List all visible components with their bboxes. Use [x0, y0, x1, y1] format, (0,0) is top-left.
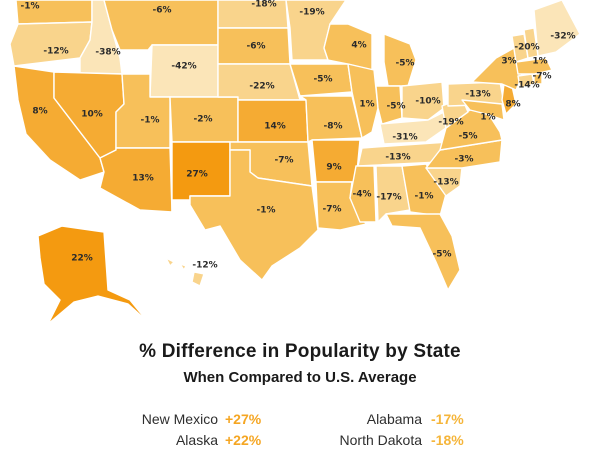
state-label-massachusetts: 1% — [532, 57, 547, 67]
state-label-hawaii: -12% — [192, 261, 217, 271]
state-label-ohio: -10% — [415, 97, 440, 107]
state-label-michigan: -5% — [395, 59, 414, 69]
state-texas — [189, 149, 319, 281]
state-louisiana — [315, 181, 367, 231]
state-label-virginia: -5% — [458, 132, 477, 142]
state-label-florida: -5% — [432, 250, 451, 260]
state-label-texas: -1% — [256, 206, 275, 216]
state-label-mississippi: -4% — [352, 190, 371, 200]
state-massachusetts — [515, 57, 553, 75]
state-label-colorado: -2% — [193, 115, 212, 125]
state-arizona — [99, 147, 173, 213]
state-label-oklahoma: -7% — [274, 156, 293, 166]
state-label-california: 8% — [32, 107, 47, 117]
state-label-north-carolina: -3% — [454, 155, 473, 165]
legend-value: +27% — [225, 411, 262, 427]
state-hawaii — [165, 257, 205, 287]
state-rhode-island — [533, 73, 543, 85]
state-label-tennessee: -13% — [385, 153, 410, 163]
state-florida — [385, 213, 461, 291]
map-title: % Difference in Popularity by State — [139, 341, 461, 362]
state-label-alaska: 22% — [71, 254, 93, 264]
state-maine — [533, 0, 581, 57]
state-label-new-york: 3% — [501, 57, 516, 67]
state-label-vermont: -20% — [514, 43, 539, 53]
state-missouri — [299, 95, 363, 143]
legend-state: North Dakota — [339, 432, 422, 448]
legend-value: -17% — [431, 411, 464, 427]
state-label-minnesota: -19% — [299, 8, 324, 18]
state-label-new-jersey: 8% — [505, 100, 520, 110]
state-maryland — [461, 99, 505, 121]
state-label-west-virginia: -19% — [438, 118, 463, 128]
legend-value: -18% — [431, 432, 464, 448]
state-label-wyoming: -42% — [171, 62, 196, 72]
state-label-arkansas: 9% — [326, 163, 341, 173]
state-label-north-dakota: -18% — [251, 0, 276, 10]
state-label-south-dakota: -6% — [246, 42, 265, 52]
state-label-pennsylvania: -13% — [465, 90, 490, 100]
state-label-indiana: -5% — [386, 102, 405, 112]
state-label-montana: -6% — [152, 6, 171, 16]
state-label-alabama: -17% — [376, 193, 401, 203]
state-labels: -1% -12% 8% -38% 10% -6% -42% -1% 13% -2% 27% -18% -… — [20, 0, 575, 271]
state-label-wisconsin: 4% — [351, 41, 366, 51]
state-georgia — [401, 163, 447, 217]
state-label-illinois: 1% — [359, 100, 374, 110]
state-alaska — [37, 225, 149, 325]
state-label-new-mexico: 27% — [186, 170, 208, 180]
state-label-iowa: -5% — [313, 75, 332, 85]
state-label-maine: -32% — [550, 32, 575, 42]
state-label-rhode-island: -7% — [532, 72, 551, 82]
state-label-washington: -1% — [20, 2, 39, 12]
map-subtitle: When Compared to U.S. Average — [183, 369, 417, 386]
state-label-oregon: -12% — [43, 47, 68, 57]
state-label-connecticut: -14% — [514, 81, 539, 91]
state-label-missouri: -8% — [323, 122, 342, 132]
state-label-maryland: 1% — [480, 113, 495, 123]
state-label-utah: -1% — [140, 116, 159, 126]
legend-value: +22% — [225, 432, 262, 448]
state-label-kentucky: -31% — [392, 133, 417, 143]
state-alabama — [375, 165, 411, 223]
us-state-map: -1% -12% 8% -38% 10% -6% -42% -1% 13% -2% 27% -18% -… — [9, 0, 581, 325]
state-arkansas — [311, 139, 361, 183]
state-shapes — [9, 0, 581, 325]
state-label-south-carolina: -13% — [433, 178, 458, 188]
legend-state: New Mexico — [141, 411, 218, 427]
legend-state: Alaska — [175, 432, 218, 448]
state-label-nebraska: -22% — [249, 82, 274, 92]
legend-state: Alabama — [366, 411, 422, 427]
state-mississippi — [349, 165, 377, 223]
state-label-kansas: 14% — [264, 122, 286, 132]
state-label-arizona: 13% — [132, 174, 154, 184]
state-label-georgia: -1% — [414, 192, 433, 202]
state-ohio — [401, 81, 445, 121]
state-label-idaho: -38% — [95, 48, 120, 58]
state-label-louisiana: -7% — [322, 205, 341, 215]
state-indiana — [375, 85, 403, 125]
state-label-nevada: 10% — [81, 110, 103, 120]
state-illinois — [347, 63, 379, 139]
